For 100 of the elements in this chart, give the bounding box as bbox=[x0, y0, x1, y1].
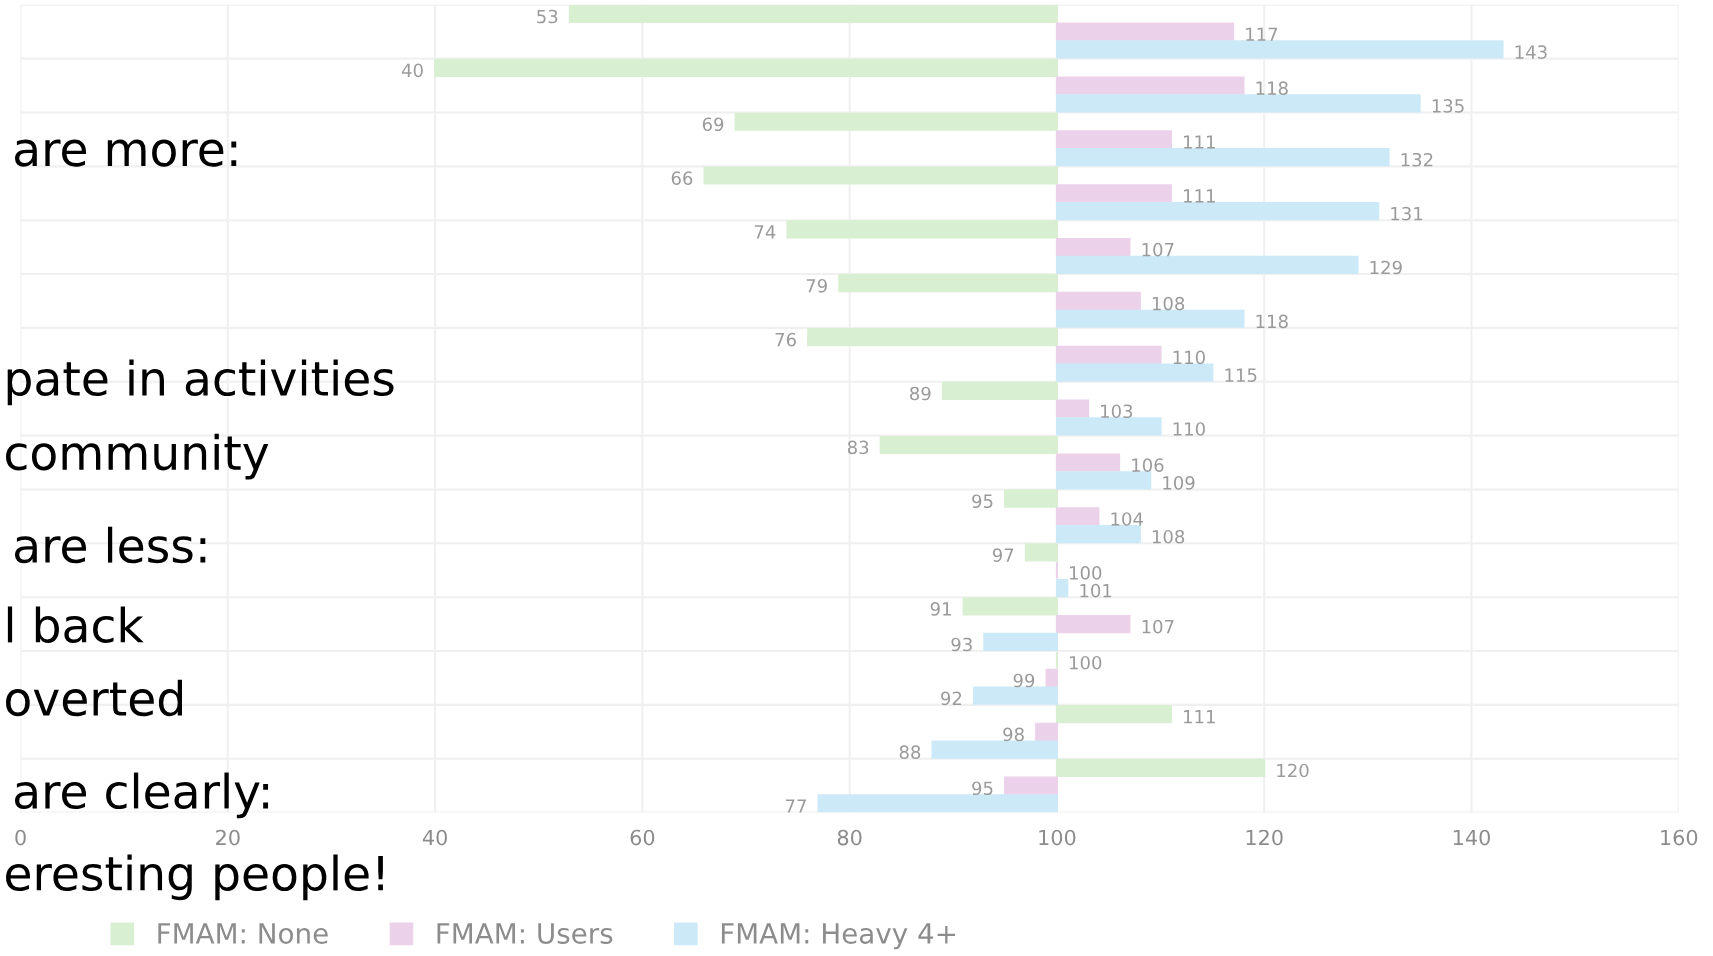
legend-label: FMAM: Users bbox=[437, 923, 613, 944]
x-tick-label: 80 bbox=[837, 829, 862, 846]
x-tick-label: 120 bbox=[1246, 829, 1283, 846]
data-label: 107 bbox=[1142, 619, 1174, 634]
annotation: are less: bbox=[15, 526, 206, 564]
data-label: 111 bbox=[1184, 135, 1215, 149]
data-label: 132 bbox=[1401, 152, 1433, 167]
legend-label: FMAM: None bbox=[158, 923, 328, 944]
data-label: 99 bbox=[1013, 673, 1035, 688]
bar bbox=[817, 794, 1058, 813]
bar bbox=[434, 58, 1058, 77]
bar bbox=[1055, 76, 1245, 95]
data-label: 108 bbox=[1152, 296, 1185, 311]
annotation: community bbox=[6, 433, 269, 480]
bar bbox=[1055, 309, 1245, 328]
bar bbox=[931, 740, 1058, 759]
bar bbox=[1055, 255, 1359, 275]
data-label: 53 bbox=[537, 9, 558, 24]
data-label: 95 bbox=[972, 494, 993, 509]
data-label: 118 bbox=[1256, 314, 1288, 329]
bar bbox=[734, 112, 1058, 131]
bar bbox=[807, 327, 1058, 347]
bar bbox=[1004, 489, 1058, 508]
data-label: 100 bbox=[1070, 655, 1102, 670]
bar bbox=[1055, 40, 1504, 59]
data-label: 129 bbox=[1370, 260, 1402, 275]
data-label: 77 bbox=[785, 799, 806, 813]
bar bbox=[1055, 507, 1100, 526]
data-label: 74 bbox=[754, 225, 776, 239]
data-label: 98 bbox=[1003, 727, 1024, 742]
data-label: 40 bbox=[401, 63, 423, 78]
bar bbox=[1055, 399, 1090, 418]
bar bbox=[1055, 148, 1390, 167]
text: eresting people! bbox=[6, 854, 383, 901]
annotation: overted bbox=[6, 679, 182, 717]
annotation: are more: bbox=[15, 139, 237, 167]
data-label: 111 bbox=[1184, 710, 1215, 724]
bar bbox=[972, 686, 1058, 705]
data-label: 79 bbox=[806, 278, 827, 293]
bar bbox=[1055, 291, 1141, 311]
annotation: are clearly: bbox=[15, 772, 269, 819]
data-label: 76 bbox=[775, 332, 796, 347]
data-label: 100 bbox=[1070, 566, 1102, 580]
bar bbox=[1055, 184, 1172, 203]
data-label: 107 bbox=[1142, 242, 1174, 257]
bar bbox=[1035, 722, 1058, 741]
x-tick-label: 40 bbox=[422, 829, 447, 846]
bar bbox=[1055, 363, 1214, 382]
bar bbox=[786, 220, 1058, 239]
data-label: 143 bbox=[1515, 45, 1547, 59]
data-label: 110 bbox=[1173, 350, 1205, 365]
data-label: 91 bbox=[930, 602, 951, 616]
data-label: 135 bbox=[1432, 99, 1464, 113]
bar bbox=[838, 274, 1058, 293]
bar bbox=[1055, 22, 1235, 41]
data-label: 108 bbox=[1152, 529, 1185, 544]
data-label: 93 bbox=[951, 637, 972, 652]
data-label: 120 bbox=[1277, 763, 1309, 778]
data-label: 109 bbox=[1163, 476, 1195, 490]
bar bbox=[703, 166, 1058, 185]
bar bbox=[1055, 453, 1121, 472]
data-label: 66 bbox=[671, 171, 693, 185]
data-label: 101 bbox=[1080, 583, 1112, 598]
bar bbox=[983, 632, 1058, 651]
data-label: 110 bbox=[1173, 422, 1205, 436]
bar bbox=[1055, 525, 1141, 544]
bar bbox=[1055, 578, 1069, 598]
bar bbox=[1055, 94, 1421, 113]
bar bbox=[1055, 758, 1266, 778]
bar bbox=[879, 435, 1058, 454]
bar bbox=[962, 597, 1058, 616]
bar bbox=[1055, 130, 1172, 149]
data-label: 118 bbox=[1256, 81, 1288, 95]
data-label: 95 bbox=[972, 781, 993, 796]
bar bbox=[1055, 417, 1162, 436]
data-label: 117 bbox=[1246, 27, 1278, 41]
bar bbox=[1024, 543, 1058, 562]
data-label: 111 bbox=[1184, 189, 1215, 203]
bar bbox=[1055, 345, 1162, 364]
data-label: 104 bbox=[1111, 512, 1143, 526]
bar bbox=[568, 4, 1058, 24]
data-label: 92 bbox=[941, 691, 962, 706]
data-label: 69 bbox=[702, 117, 724, 132]
x-tick-label: 20 bbox=[216, 829, 240, 846]
data-label: 89 bbox=[910, 386, 931, 401]
bar bbox=[941, 381, 1058, 401]
bar bbox=[1004, 776, 1058, 795]
x-tick-label: 100 bbox=[1039, 829, 1076, 846]
bar bbox=[1045, 668, 1058, 688]
legend-label: FMAM: Heavy 4+ bbox=[721, 923, 956, 950]
data-label: 106 bbox=[1132, 458, 1164, 472]
data-label: 88 bbox=[899, 745, 921, 759]
bar bbox=[1055, 614, 1131, 634]
x-tick-label: 140 bbox=[1453, 829, 1490, 846]
data-label: 115 bbox=[1225, 368, 1257, 383]
data-label: 97 bbox=[992, 548, 1014, 562]
data-label: 83 bbox=[847, 440, 869, 455]
bar bbox=[1055, 238, 1131, 257]
bar bbox=[1055, 201, 1380, 221]
bar bbox=[1055, 704, 1172, 724]
